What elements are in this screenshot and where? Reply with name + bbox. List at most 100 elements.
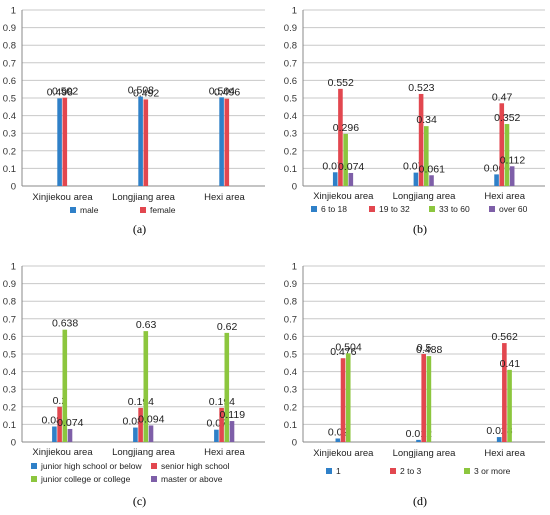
y-tick-label: 0.9 (284, 23, 297, 34)
legend-label: male (80, 205, 99, 215)
bar (421, 354, 426, 442)
bar (338, 88, 343, 186)
chart-panel-d: 00.10.20.30.40.50.60.70.80.910.020.4760.… (284, 262, 545, 508)
bar (345, 353, 351, 442)
y-tick-label: 0.6 (284, 76, 297, 87)
legend-swatch (140, 207, 146, 213)
chart-panel-c: 00.10.20.30.40.50.60.70.80.910.0880.20.6… (3, 262, 265, 508)
legend-swatch (70, 207, 76, 213)
bar (502, 343, 507, 442)
y-tick-label: 0.6 (3, 76, 16, 87)
legend-label: 1 (336, 466, 341, 476)
bar (507, 369, 512, 442)
legend-swatch (31, 463, 37, 469)
bar (143, 99, 149, 186)
data-label: 0.552 (328, 77, 354, 89)
data-label: 0.504 (209, 85, 235, 97)
x-category-label: Longjiang area (112, 192, 176, 203)
y-tick-label: 1 (292, 262, 297, 273)
y-tick-label: 0.4 (284, 367, 297, 378)
data-label: 0.352 (494, 112, 520, 124)
bar (62, 329, 68, 442)
data-label: 0.061 (419, 163, 445, 175)
y-tick-label: 0 (292, 182, 297, 193)
panel-caption: (b) (413, 222, 427, 236)
x-category-label: Xinjiekou area (313, 191, 374, 202)
y-tick-label: 0.3 (284, 129, 297, 140)
legend-swatch (311, 206, 317, 212)
y-tick-label: 0.1 (3, 164, 16, 175)
y-tick-label: 0.4 (3, 367, 16, 378)
y-tick-label: 0.7 (284, 314, 297, 325)
x-category-label: Xinjiekou area (32, 192, 93, 203)
y-tick-label: 0.2 (284, 402, 297, 413)
y-tick-label: 0.5 (284, 94, 297, 105)
bar (429, 175, 434, 186)
bar (57, 406, 62, 442)
bar (148, 425, 154, 442)
bar (219, 407, 224, 442)
y-tick-label: 0.1 (284, 420, 297, 431)
bar (426, 356, 432, 442)
y-tick-label: 0.4 (284, 111, 297, 122)
panel-caption: (d) (413, 494, 427, 508)
x-category-label: Hexi area (484, 191, 525, 202)
y-tick-label: 0.6 (3, 332, 16, 343)
x-category-label: Longjiang area (112, 447, 176, 458)
data-label: 0.41 (500, 358, 521, 370)
y-tick-label: 0.7 (3, 58, 16, 69)
y-tick-label: 0.7 (3, 314, 16, 325)
y-tick-label: 0.1 (3, 420, 16, 431)
legend-swatch (151, 463, 157, 469)
data-label: 0.63 (136, 319, 157, 331)
y-tick-label: 0 (11, 438, 16, 449)
legend-swatch (489, 206, 495, 212)
y-tick-label: 0.5 (3, 350, 16, 361)
x-category-label: Longjiang area (393, 448, 457, 459)
y-tick-label: 0.3 (3, 129, 16, 140)
y-tick-label: 0.8 (3, 297, 16, 308)
x-category-label: Xinjiekou area (32, 447, 93, 458)
y-tick-label: 0.9 (3, 279, 16, 290)
data-label: 0.112 (500, 154, 526, 166)
y-tick-label: 0.8 (3, 41, 16, 52)
data-label: 0.074 (57, 417, 83, 429)
x-category-label: Xinjiekou area (313, 448, 374, 459)
y-tick-label: 1 (11, 6, 16, 17)
legend-label: master or above (161, 474, 223, 484)
x-category-label: Hexi area (204, 192, 245, 203)
legend-label: senior high school (161, 461, 230, 471)
y-tick-label: 0.8 (284, 297, 297, 308)
data-label: 0.488 (416, 344, 442, 356)
data-label: 0.194 (209, 396, 235, 408)
bar (67, 428, 73, 442)
bar (494, 174, 499, 186)
bar (424, 126, 429, 186)
y-tick-label: 0.2 (3, 402, 16, 413)
y-tick-label: 0.2 (3, 146, 16, 157)
bar (509, 166, 515, 186)
legend-label: 33 to 60 (439, 204, 470, 214)
bar (219, 97, 224, 186)
bar (335, 438, 341, 442)
data-label: 0.296 (333, 122, 359, 134)
bar (224, 98, 230, 186)
data-label: 0.508 (128, 85, 154, 97)
bar (340, 358, 346, 442)
data-label: 0.119 (220, 409, 246, 421)
bar (62, 97, 68, 186)
legend-label: 19 to 32 (379, 204, 410, 214)
bar (229, 421, 235, 442)
y-tick-label: 1 (292, 6, 297, 17)
x-category-label: Longjiang area (393, 191, 457, 202)
legend-swatch (31, 476, 37, 482)
data-label: 0.34 (416, 114, 437, 126)
y-tick-label: 0.9 (284, 279, 297, 290)
legend-swatch (464, 468, 470, 474)
y-tick-label: 0 (292, 438, 297, 449)
data-label: 0.502 (52, 86, 78, 98)
data-label: 0.562 (492, 331, 518, 343)
data-label: 0.523 (408, 82, 434, 94)
y-tick-label: 0 (11, 182, 16, 193)
